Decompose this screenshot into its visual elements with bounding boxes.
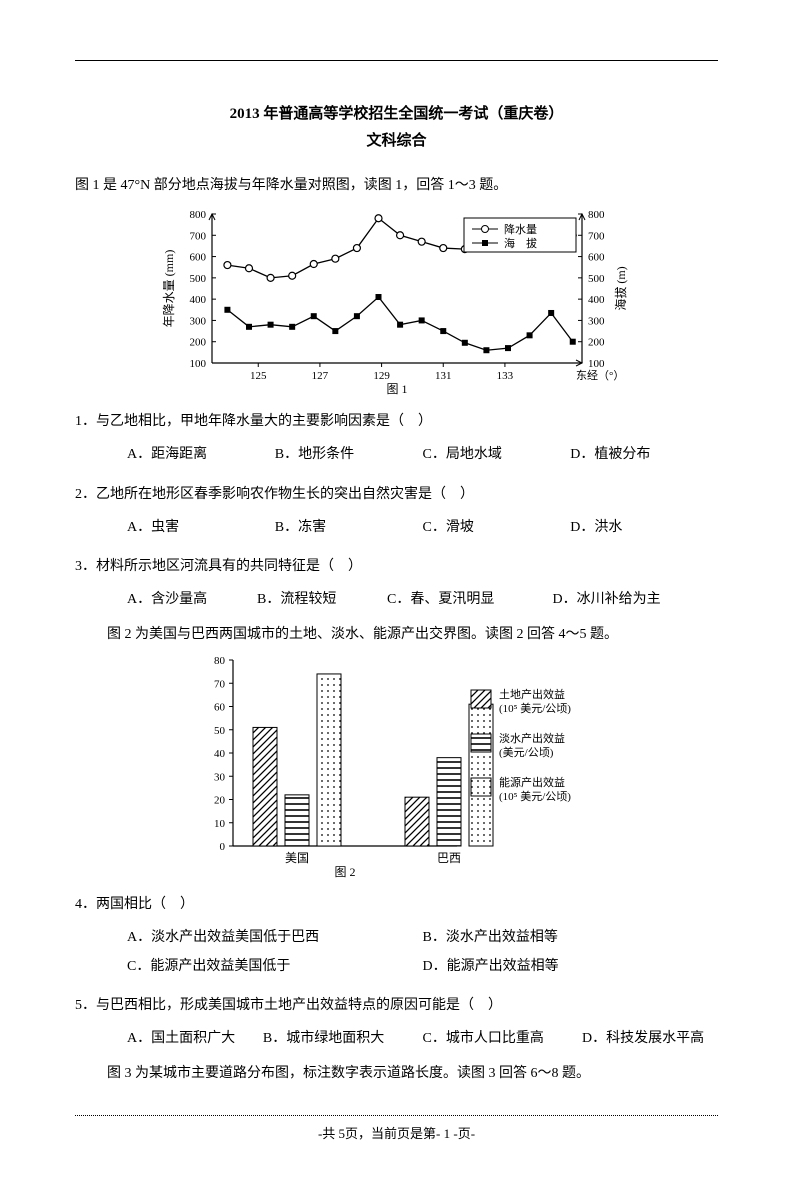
svg-text:能源产出效益: 能源产出效益 [499, 775, 565, 789]
svg-text:200: 200 [588, 337, 605, 349]
footer-separator [75, 1115, 718, 1116]
q3-opt-b: B．流程较短 [257, 587, 387, 612]
q4-opt-a: A．淡水产出效益美国低于巴西 [127, 925, 423, 950]
svg-text:300: 300 [189, 316, 206, 328]
svg-text:东经（°）: 东经（°） [576, 369, 624, 382]
svg-text:600: 600 [189, 252, 206, 264]
svg-text:129: 129 [373, 370, 390, 382]
question-3: 3．材料所示地区河流具有的共同特征是（ ） [75, 554, 718, 579]
svg-text:海 拔: 海 拔 [504, 236, 537, 250]
chart-1-wrap: 100 100 200 200 300 300 400 400 500 500 600 600 700 7… [75, 204, 718, 399]
svg-text:20: 20 [214, 794, 226, 806]
chart-1: 100 100 200 200 300 300 400 400 500 500 600 600 700 7… [157, 204, 637, 399]
svg-text:200: 200 [189, 337, 206, 349]
svg-text:70: 70 [214, 678, 226, 690]
exam-title: 2013 年普通高等学校招生全国统一考试（重庆卷） [75, 101, 718, 128]
q2-opt-c: C．滑坡 [423, 515, 571, 540]
exam-subtitle: 文科综合 [75, 128, 718, 155]
svg-text:100: 100 [588, 358, 605, 370]
svg-text:10: 10 [214, 817, 226, 829]
svg-text:40: 40 [214, 748, 226, 760]
svg-text:淡水产出效益: 淡水产出效益 [499, 731, 565, 745]
q1-opt-d: D．植被分布 [570, 442, 718, 467]
intro-text-2: 图 2 为美国与巴西两国城市的土地、淡水、能源产出交界图。读图 2 回答 4～5… [75, 622, 718, 647]
question-2-options: A．虫害 B．冻害 C．滑坡 D．洪水 [75, 515, 718, 544]
top-rule [75, 60, 718, 61]
q5-opt-d: D．科技发展水平高 [582, 1026, 718, 1051]
svg-text:图 2: 图 2 [334, 865, 355, 879]
intro-text-1: 图 1 是 47°N 部分地点海拔与年降水量对照图，读图 1，回答 1～3 题。 [75, 173, 718, 198]
svg-text:(10⁵ 美元/公顷): (10⁵ 美元/公顷) [499, 790, 571, 803]
q3-opt-a: A．含沙量高 [127, 587, 257, 612]
svg-text:700: 700 [189, 230, 206, 242]
svg-text:800: 800 [588, 209, 605, 221]
svg-text:800: 800 [189, 209, 206, 221]
svg-text:图 1: 图 1 [386, 382, 407, 396]
q5-opt-b: B．城市绿地面积大 [263, 1026, 423, 1051]
chart-2-wrap: 01020304050607080美国巴西图 2土地产出效益(10⁵ 美元/公顷… [75, 652, 718, 882]
q3-opt-d: D．冰川补给为主 [553, 587, 718, 612]
question-4-options: A．淡水产出效益美国低于巴西 B．淡水产出效益相等 C．能源产出效益美国低于 D… [75, 925, 718, 983]
svg-text:(10⁵ 美元/公顷): (10⁵ 美元/公顷) [499, 702, 571, 715]
q1-opt-b: B．地形条件 [275, 442, 423, 467]
question-1: 1．与乙地相比，甲地年降水量大的主要影响因素是（ ） [75, 409, 718, 434]
q4-opt-d: D．能源产出效益相等 [423, 954, 719, 979]
q4-opt-c: C．能源产出效益美国低于 [127, 954, 423, 979]
svg-text:133: 133 [496, 370, 513, 382]
svg-text:土地产出效益: 土地产出效益 [499, 687, 565, 701]
svg-text:700: 700 [588, 230, 605, 242]
q2-opt-a: A．虫害 [127, 515, 275, 540]
svg-text:131: 131 [435, 370, 452, 382]
question-5: 5．与巴西相比，形成美国城市土地产出效益特点的原因可能是（ ） [75, 993, 718, 1018]
svg-text:(美元/公顷): (美元/公顷) [499, 746, 554, 759]
svg-text:100: 100 [189, 358, 206, 370]
q2-opt-b: B．冻害 [275, 515, 423, 540]
q1-opt-c: C．局地水域 [423, 442, 571, 467]
svg-text:500: 500 [588, 273, 605, 285]
svg-text:0: 0 [219, 841, 225, 853]
svg-text:60: 60 [214, 701, 226, 713]
question-5-options: A．国土面积广大 B．城市绿地面积大 C．城市人口比重高 D．科技发展水平高 [75, 1026, 718, 1051]
question-3-options: A．含沙量高 B．流程较短 C．春、夏汛明显 D．冰川补给为主 [75, 587, 718, 612]
svg-text:500: 500 [189, 273, 206, 285]
svg-text:80: 80 [214, 655, 226, 667]
svg-text:600: 600 [588, 252, 605, 264]
svg-text:美国: 美国 [284, 851, 308, 865]
svg-text:125: 125 [250, 370, 267, 382]
chart-2: 01020304050607080美国巴西图 2土地产出效益(10⁵ 美元/公顷… [187, 652, 607, 882]
svg-text:海拔 (m): 海拔 (m) [613, 267, 628, 311]
svg-text:降水量: 降水量 [504, 222, 537, 236]
q3-opt-c: C．春、夏汛明显 [387, 587, 552, 612]
question-1-options: A．距海距离 B．地形条件 C．局地水域 D．植被分布 [75, 442, 718, 471]
q4-opt-b: B．淡水产出效益相等 [423, 925, 719, 950]
page-footer: -共 5页，当前页是第- 1 -页- [75, 1122, 718, 1145]
question-2: 2．乙地所在地形区春季影响农作物生长的突出自然灾害是（ ） [75, 482, 718, 507]
q2-opt-d: D．洪水 [570, 515, 718, 540]
svg-text:50: 50 [214, 724, 226, 736]
svg-text:30: 30 [214, 771, 226, 783]
svg-text:400: 400 [189, 294, 206, 306]
intro-text-3: 图 3 为某城市主要道路分布图，标注数字表示道路长度。读图 3 回答 6～8 题… [75, 1061, 718, 1086]
question-4: 4．两国相比（ ） [75, 892, 718, 917]
svg-text:400: 400 [588, 294, 605, 306]
q1-opt-a: A．距海距离 [127, 442, 275, 467]
svg-text:年降水量 (mm): 年降水量 (mm) [162, 250, 176, 328]
svg-text:127: 127 [311, 370, 328, 382]
q5-opt-c: C．城市人口比重高 [422, 1026, 582, 1051]
svg-text:巴西: 巴西 [436, 851, 460, 865]
svg-text:300: 300 [588, 316, 605, 328]
q5-opt-a: A．国土面积广大 [127, 1026, 263, 1051]
